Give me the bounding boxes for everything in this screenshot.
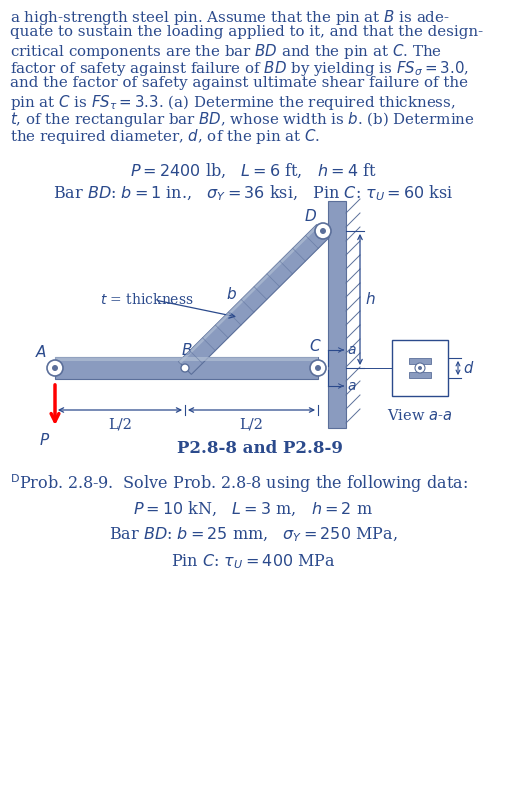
Text: quate to sustain the loading applied to it, and that the design-: quate to sustain the loading applied to … <box>10 25 483 39</box>
Bar <box>409 372 431 378</box>
Circle shape <box>181 364 189 372</box>
Text: $A$: $A$ <box>35 344 47 360</box>
Polygon shape <box>178 224 330 374</box>
Text: $t$ = thickness: $t$ = thickness <box>100 293 194 307</box>
Circle shape <box>415 363 425 373</box>
Text: $t$, of the rectangular bar $BD$, whose width is $b$. (b) Determine: $t$, of the rectangular bar $BD$, whose … <box>10 110 475 129</box>
Text: and the factor of safety against ultimate shear failure of the: and the factor of safety against ultimat… <box>10 76 468 90</box>
Text: $b$: $b$ <box>226 286 237 302</box>
Text: P2.8-8 and P2.8-9: P2.8-8 and P2.8-9 <box>177 440 343 457</box>
Bar <box>392 340 448 396</box>
Text: pin at $C$ is $FS_{\tau} = 3.3$. (a) Determine the required thickness,: pin at $C$ is $FS_{\tau} = 3.3$. (a) Det… <box>10 93 455 112</box>
Text: Pin $C$: $\tau_U = 400$ MPa: Pin $C$: $\tau_U = 400$ MPa <box>171 552 335 571</box>
Circle shape <box>52 365 58 371</box>
Text: factor of safety against failure of $BD$ by yielding is $FS_{\sigma} = 3.0$,: factor of safety against failure of $BD$… <box>10 59 469 78</box>
Circle shape <box>47 360 63 376</box>
Text: $a$: $a$ <box>347 343 356 357</box>
Text: L/2: L/2 <box>108 418 132 432</box>
Text: View $a$-$a$: View $a$-$a$ <box>387 408 453 423</box>
Text: $P = 10$ kN,   $L = 3$ m,   $h = 2$ m: $P = 10$ kN, $L = 3$ m, $h = 2$ m <box>133 500 373 519</box>
Bar <box>55 357 318 379</box>
Polygon shape <box>178 224 319 364</box>
Text: a high-strength steel pin. Assume that the pin at $B$ is ade-: a high-strength steel pin. Assume that t… <box>10 8 450 27</box>
Text: $h$: $h$ <box>365 291 376 307</box>
Text: $D$: $D$ <box>305 208 317 224</box>
Text: $P = 2400$ lb,   $L = 6$ ft,   $h = 4$ ft: $P = 2400$ lb, $L = 6$ ft, $h = 4$ ft <box>130 162 376 180</box>
Bar <box>55 357 318 361</box>
Text: ${}^{\mathrm{D}}$Prob. 2.8-9.  Solve Prob. 2.8-8 using the following data:: ${}^{\mathrm{D}}$Prob. 2.8-9. Solve Prob… <box>10 472 468 495</box>
Text: Bar $BD$: $b = 25$ mm,   $\sigma_Y = 250$ MPa,: Bar $BD$: $b = 25$ mm, $\sigma_Y = 250$ … <box>108 526 397 544</box>
Circle shape <box>310 360 326 376</box>
Text: L/2: L/2 <box>240 418 264 432</box>
Text: the required diameter, $d$, of the pin at $C$.: the required diameter, $d$, of the pin a… <box>10 127 320 146</box>
Text: $d$: $d$ <box>463 360 475 376</box>
Circle shape <box>315 365 321 371</box>
Bar <box>328 201 346 428</box>
Text: Bar $BD$: $b = 1$ in.,   $\sigma_Y = 36$ ksi,   Pin $C$: $\tau_U = 60$ ksi: Bar $BD$: $b = 1$ in., $\sigma_Y = 36$ k… <box>53 184 453 203</box>
Text: $C$: $C$ <box>309 338 321 354</box>
Text: $B$: $B$ <box>181 342 193 358</box>
Bar <box>409 358 431 364</box>
Text: critical components are the bar $BD$ and the pin at $C$. The: critical components are the bar $BD$ and… <box>10 42 442 61</box>
Circle shape <box>315 223 331 239</box>
Text: $a$: $a$ <box>347 379 356 393</box>
Text: $P$: $P$ <box>40 432 51 448</box>
Circle shape <box>418 366 422 370</box>
Circle shape <box>320 228 326 234</box>
